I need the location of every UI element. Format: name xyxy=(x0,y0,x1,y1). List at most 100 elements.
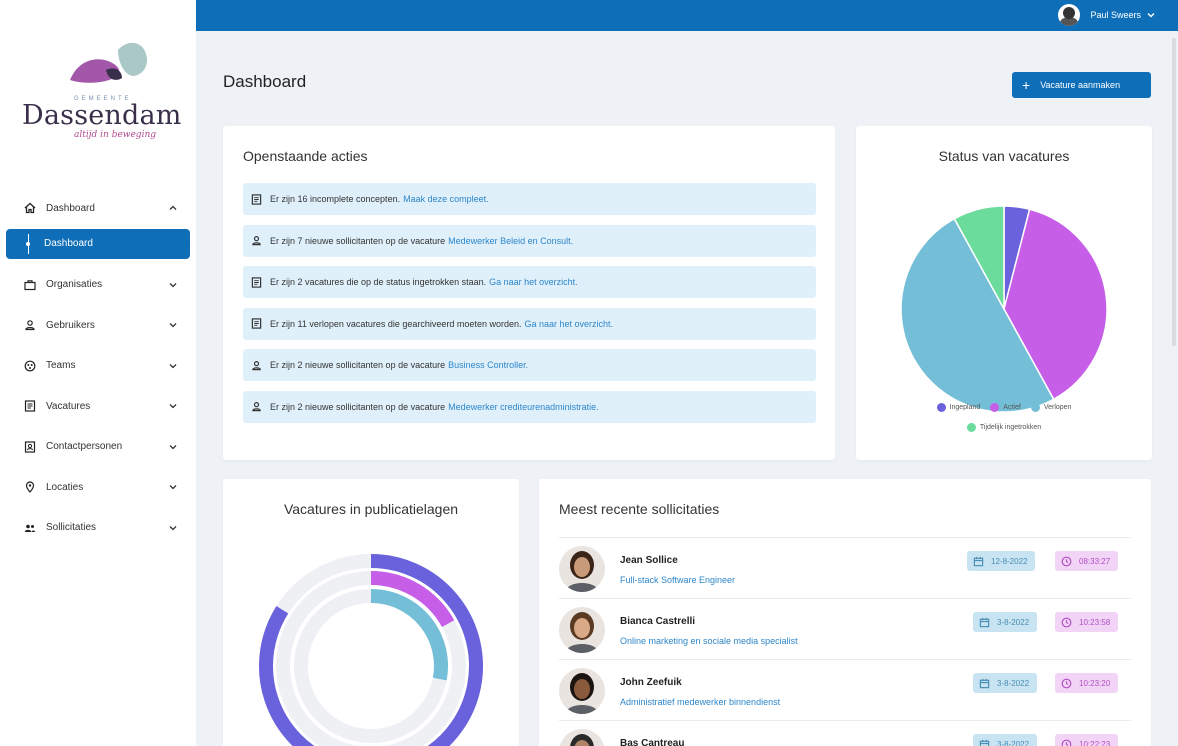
clock-icon xyxy=(1061,556,1072,566)
applicant-avatar xyxy=(559,668,605,714)
time-badge: 08:33:27 xyxy=(1055,551,1119,571)
chevron-down-icon xyxy=(169,404,177,409)
clock-icon xyxy=(1061,739,1072,746)
action-link[interactable]: Ga naar het overzicht. xyxy=(489,277,578,287)
applicant-avatar xyxy=(559,607,605,653)
sidebar-item-locaties[interactable]: Locaties xyxy=(0,467,196,508)
action-item: Er zijn 2 vacatures die op de status ing… xyxy=(243,266,816,298)
ring-arc-3[interactable] xyxy=(370,589,448,681)
time-badge: 10:22:23 xyxy=(1055,734,1119,746)
applicant-name: Bianca Castrelli xyxy=(620,616,696,627)
sidebar-item-label: Locaties xyxy=(46,481,84,493)
logo[interactable]: GEMEENTE Dassendam altijd in beweging xyxy=(18,40,188,150)
legend-label: Ingepland xyxy=(949,404,981,411)
time-text: 08:33:27 xyxy=(1079,556,1111,566)
document-icon xyxy=(251,276,262,288)
logo-name: Dassendam xyxy=(22,100,182,131)
action-text: Er zijn 2 nieuwe sollicitanten op de vac… xyxy=(270,401,446,412)
applicant-vacancy-link[interactable]: Administratief medewerker binnendienst xyxy=(620,697,781,707)
recent-applications-card: Meest recente sollicitaties Jean Sollice… xyxy=(539,479,1151,746)
chevron-down-icon xyxy=(169,363,177,369)
legend-swatch xyxy=(990,403,1000,412)
pie-slice-tijdelijk-ingetrokken[interactable] xyxy=(953,205,1005,310)
chevron-down-icon xyxy=(169,444,177,450)
sidebar-item-gebruikers[interactable]: Gebruikers xyxy=(0,305,196,346)
sidebar-subitem-dashboard[interactable]: Dashboard xyxy=(6,228,190,259)
pie-slice-actief[interactable] xyxy=(1003,208,1108,401)
date-badge: 3-8-2022 xyxy=(973,612,1038,632)
sidebar-item-organisaties[interactable]: Organisaties xyxy=(0,265,196,306)
action-item: Er zijn 2 nieuwe sollicitanten op de vac… xyxy=(243,390,816,423)
legend-swatch xyxy=(966,423,976,432)
sidebar-item-label: Gebruikers xyxy=(46,319,95,331)
sidebar-nav: Dashboard Dashboard Organisaties Gebruik… xyxy=(0,188,196,548)
active-dot-icon xyxy=(26,233,30,254)
user-menu[interactable]: Paul Sweers xyxy=(1058,3,1156,27)
application-row[interactable]: Bas Cantreau 3-8-2022 10:22:23 xyxy=(559,720,1131,746)
plus-icon: + xyxy=(1022,77,1031,93)
action-link[interactable]: Maak deze compleet. xyxy=(403,194,489,204)
calendar-icon xyxy=(973,556,984,566)
date-text: 3-8-2022 xyxy=(997,617,1030,627)
logo-tagline: altijd in beweging xyxy=(74,130,157,140)
create-vacancy-button[interactable]: + Vacature aanmaken xyxy=(1012,72,1151,98)
sidebar-item-sollicitaties[interactable]: Sollicitaties xyxy=(0,508,196,549)
action-item: Er zijn 2 nieuwe sollicitanten op de vac… xyxy=(243,349,816,381)
legend-item-tijdelijk-ingetrokken[interactable]: Tijdelijk ingetrokken xyxy=(966,423,1041,432)
home-icon xyxy=(24,202,36,214)
applicant-vacancy-link[interactable]: Full-stack Software Engineer xyxy=(620,575,736,585)
calendar-icon xyxy=(979,678,990,688)
application-row[interactable]: Bianca Castrelli Online marketing en soci… xyxy=(559,598,1131,659)
action-link[interactable]: Medewerker Beleid en Consult. xyxy=(448,235,574,246)
applicant-vacancy-link[interactable]: Online marketing en sociale media specia… xyxy=(620,636,798,646)
sidebar-item-contactpersonen[interactable]: Contactpersonen xyxy=(0,427,196,468)
ring-arc-2[interactable] xyxy=(370,571,455,628)
action-text: Er zijn 7 nieuwe sollicitanten op de vac… xyxy=(270,235,446,246)
legend-item-ingepland[interactable]: Ingepland xyxy=(936,403,981,412)
action-text: Er zijn 16 incomplete concepten. xyxy=(270,194,401,204)
sidebar-item-label: Contactpersonen xyxy=(46,441,123,453)
chevron-down-icon xyxy=(1147,13,1155,18)
publication-layers-card: Vacatures in publicatielagen xyxy=(223,479,519,746)
status-legend-row-2: Tijdelijk ingetrokken xyxy=(856,423,1152,432)
recent-applications-title: Meest recente sollicitaties xyxy=(559,501,720,517)
sidebar-item-dashboard[interactable]: Dashboard xyxy=(0,188,196,229)
date-text: 3-8-2022 xyxy=(997,739,1030,746)
chevron-up-icon xyxy=(169,205,177,211)
calendar-icon xyxy=(979,617,990,627)
application-row[interactable]: Jean Sollice Full-stack Software Engineer… xyxy=(559,537,1131,598)
avatar xyxy=(1058,4,1081,26)
scrollbar[interactable] xyxy=(1172,38,1176,346)
date-text: 12-8-2022 xyxy=(991,556,1028,566)
chevron-down-icon xyxy=(169,485,177,490)
date-badge: 12-8-2022 xyxy=(967,551,1036,571)
action-item: Er zijn 16 incomplete concepten. Maak dez… xyxy=(243,183,816,215)
open-actions-title: Openstaande acties xyxy=(243,148,368,164)
legend-label: Verlopen xyxy=(1043,404,1072,411)
legend-item-verlopen[interactable]: Verlopen xyxy=(1030,403,1072,412)
document-icon xyxy=(251,193,262,205)
action-link[interactable]: Business Controller. xyxy=(448,360,529,370)
publication-layers-title: Vacatures in publicatielagen xyxy=(283,501,459,517)
chevron-down-icon xyxy=(169,525,177,531)
contact-card-icon xyxy=(24,441,36,453)
document-icon xyxy=(24,400,36,412)
action-link[interactable]: Medewerker crediteurenadministratie. xyxy=(448,401,599,412)
application-row[interactable]: John Zeefuik Administratief medewerker bi… xyxy=(559,659,1131,720)
legend-label: Actief xyxy=(1003,404,1021,411)
status-legend-row-1: Ingepland Actief Verlopen xyxy=(856,403,1152,412)
user-icon xyxy=(251,360,262,371)
chevron-down-icon xyxy=(169,323,177,328)
action-link[interactable]: Ga naar het overzicht. xyxy=(524,318,614,329)
pie-slice-verlopen[interactable] xyxy=(900,217,1055,413)
sidebar-item-teams[interactable]: Teams xyxy=(0,346,196,387)
sidebar-item-label: Organisaties xyxy=(46,279,103,291)
ring-arc-1[interactable] xyxy=(259,554,483,746)
create-vacancy-label: Vacature aanmaken xyxy=(1040,80,1121,90)
date-badge: 3-8-2022 xyxy=(973,673,1038,693)
sidebar: GEMEENTE Dassendam altijd in beweging Da… xyxy=(0,0,196,746)
sidebar-item-label: Dashboard xyxy=(46,202,95,214)
applicant-avatar xyxy=(559,546,605,592)
legend-item-actief[interactable]: Actief xyxy=(990,403,1021,412)
sidebar-item-vacatures[interactable]: Vacatures xyxy=(0,386,196,427)
